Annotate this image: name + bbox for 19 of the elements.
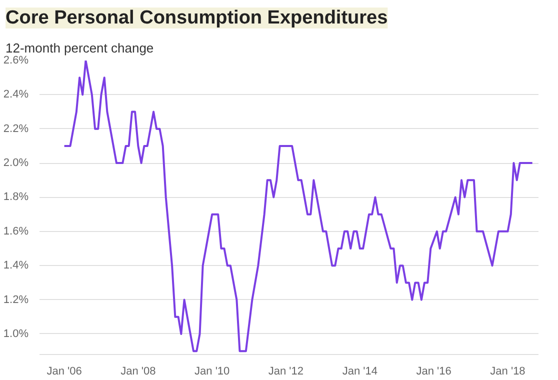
x-tick-label: Jan '12 <box>268 366 304 378</box>
x-tick-label: Jan '18 <box>490 366 526 378</box>
y-tick-label: 2.4% <box>3 88 29 101</box>
y-tick-label: 1.4% <box>3 260 29 272</box>
y-tick-label: 1.0% <box>3 328 29 340</box>
y-tick-label: 2.2% <box>3 122 29 135</box>
x-tick-label: Jan '16 <box>416 366 452 378</box>
x-tick-label: Jan '06 <box>46 366 82 378</box>
y-tick-label: 2.6% <box>3 54 29 66</box>
y-tick-label: 1.6% <box>3 225 29 238</box>
y-tick-label: 1.8% <box>3 191 29 204</box>
line-series <box>63 60 534 352</box>
x-tick-label: Jan '14 <box>342 366 378 378</box>
chart-subtitle: 12-month percent change <box>6 40 154 56</box>
y-tick-label: 1.2% <box>3 294 29 306</box>
chart-title: Core Personal Consumption Expenditures <box>6 8 388 28</box>
y-tick-label: 2.0% <box>3 157 29 170</box>
x-tick-label: Jan '10 <box>194 366 230 378</box>
x-tick-label: Jan '08 <box>120 366 156 378</box>
